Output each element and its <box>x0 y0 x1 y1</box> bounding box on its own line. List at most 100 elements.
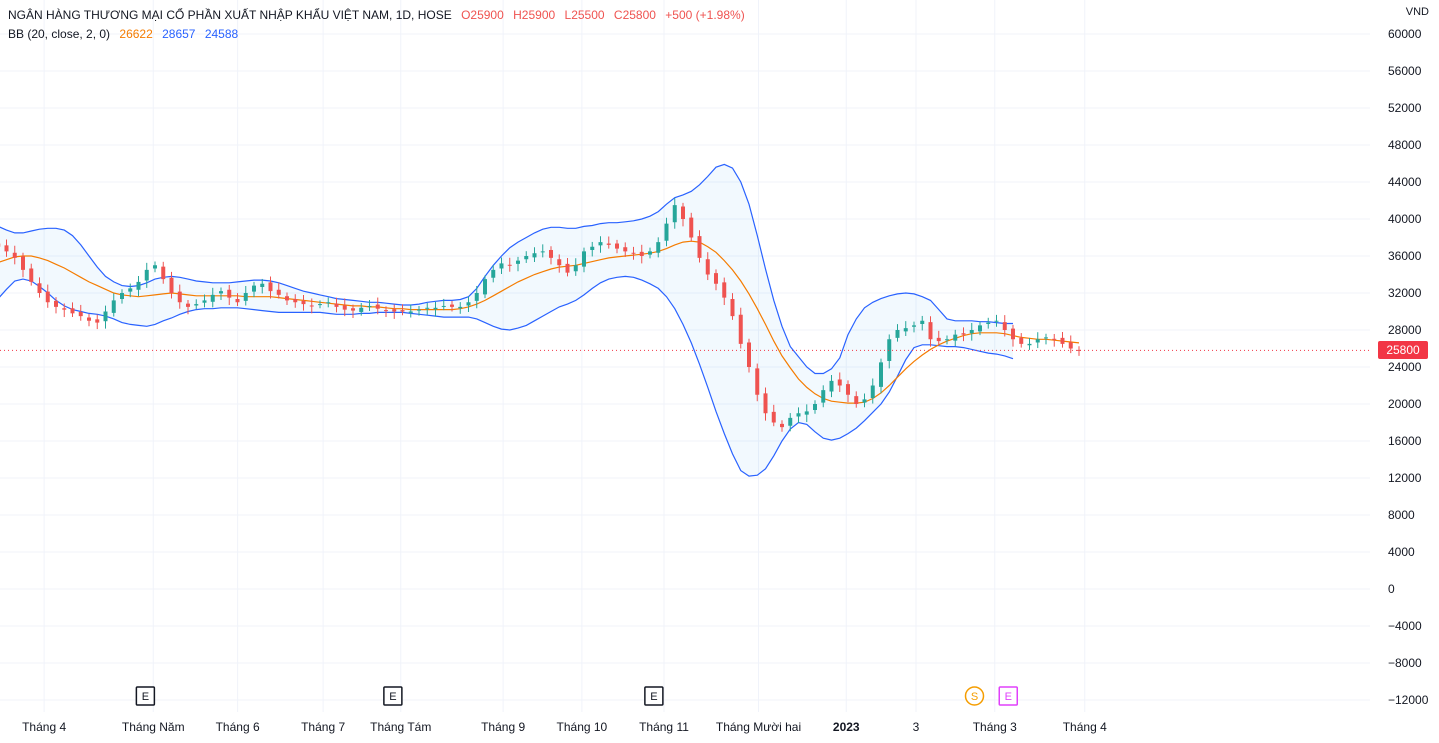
candle <box>780 420 784 432</box>
candle <box>21 252 25 278</box>
candle <box>771 404 776 427</box>
y-tick-label: 60000 <box>1388 27 1422 41</box>
candle-body <box>854 396 859 404</box>
candle-body <box>466 302 471 306</box>
bollinger-band-fill <box>0 164 1013 477</box>
candle-body <box>903 328 908 332</box>
candle <box>177 284 182 309</box>
candle <box>450 300 454 312</box>
candle-body <box>557 259 562 266</box>
candle-body <box>912 325 916 327</box>
candle-body <box>367 305 372 307</box>
candle <box>714 269 718 291</box>
band-fill <box>0 164 1013 477</box>
candle-body <box>37 283 42 293</box>
y-tick-label: −4000 <box>1388 619 1422 633</box>
candle <box>994 314 999 327</box>
candle <box>639 244 644 264</box>
y-tick-label: 28000 <box>1388 323 1422 337</box>
candle-body <box>425 307 430 309</box>
candle <box>202 294 207 308</box>
candle <box>458 302 463 314</box>
event-marker-box <box>998 686 1018 706</box>
candle-body <box>887 339 892 361</box>
candle <box>384 306 388 318</box>
candle-body <box>755 368 760 395</box>
candle-body <box>161 266 166 280</box>
candle-body <box>681 206 685 219</box>
candle-body <box>499 263 504 269</box>
candle-body <box>227 289 232 298</box>
candle <box>37 277 42 298</box>
candle <box>499 257 504 275</box>
last-price-tag: 25800 <box>1378 341 1428 360</box>
chart-grid <box>0 0 1370 712</box>
time-axis[interactable]: Tháng 4 Tháng Năm Tháng 6 Tháng 7 Tháng Tám T… <box>22 720 1107 734</box>
candle <box>392 304 397 319</box>
candle-body <box>458 306 463 309</box>
candle-body <box>1019 337 1024 344</box>
y-tick-label: 24000 <box>1388 360 1422 374</box>
indicator-legend[interactable]: BB (20, close, 2, 0) 26622 28657 24588 <box>8 27 244 41</box>
candle-body <box>978 325 982 332</box>
candle <box>45 284 50 308</box>
candle <box>483 275 487 299</box>
candle-body <box>334 303 339 307</box>
candle <box>474 285 479 309</box>
candle <box>582 247 586 273</box>
candle-body <box>136 281 141 290</box>
candle <box>1044 333 1048 345</box>
candle-body <box>920 320 925 324</box>
candle <box>532 247 537 263</box>
candle-body <box>722 282 727 298</box>
candle-body <box>837 379 842 386</box>
price-axis[interactable]: 6000056000520004800044000400003600032000… <box>1388 27 1429 707</box>
event-marker-label: E <box>1005 691 1012 703</box>
candle <box>978 321 982 336</box>
candle <box>1027 337 1032 350</box>
candle-body <box>813 404 817 411</box>
candle <box>623 242 628 257</box>
candle-body <box>631 252 636 254</box>
y-tick-label: 56000 <box>1388 64 1422 78</box>
candle <box>210 287 215 308</box>
candle <box>293 294 298 308</box>
candle <box>920 315 925 331</box>
candle <box>408 304 413 318</box>
event-marker-label: S <box>971 691 978 703</box>
candle <box>136 275 141 297</box>
candle-body <box>21 256 25 270</box>
candle <box>491 265 496 283</box>
bb-lower-value: 24588 <box>204 27 239 41</box>
candle-body <box>524 256 529 260</box>
ohlc-close: C25800 <box>613 8 656 22</box>
y-tick-label: 36000 <box>1388 249 1422 263</box>
bb-upper-line <box>0 163 1013 375</box>
candle-body <box>507 264 512 266</box>
candle <box>813 400 817 414</box>
candle-body <box>656 242 661 253</box>
candle <box>351 304 355 318</box>
candle-body <box>549 249 553 258</box>
candle-body <box>268 282 273 292</box>
candle-body <box>103 311 108 322</box>
candle-body <box>491 269 496 278</box>
candle <box>70 302 75 318</box>
candle-body <box>565 263 570 273</box>
candle-body <box>441 305 446 307</box>
y-tick-label: 0 <box>1388 582 1395 596</box>
candle-body <box>276 289 281 295</box>
event-marker-box <box>644 686 664 706</box>
candle <box>912 321 916 333</box>
candle <box>1019 333 1024 348</box>
candle-body <box>771 411 776 423</box>
candle-body <box>1077 349 1081 351</box>
candle-body <box>582 251 586 267</box>
candle <box>466 296 471 312</box>
candle-body <box>796 413 801 417</box>
candle <box>821 385 826 408</box>
candle-body <box>689 217 694 238</box>
candle-body <box>111 300 116 313</box>
event-marker-e: E <box>383 686 403 706</box>
